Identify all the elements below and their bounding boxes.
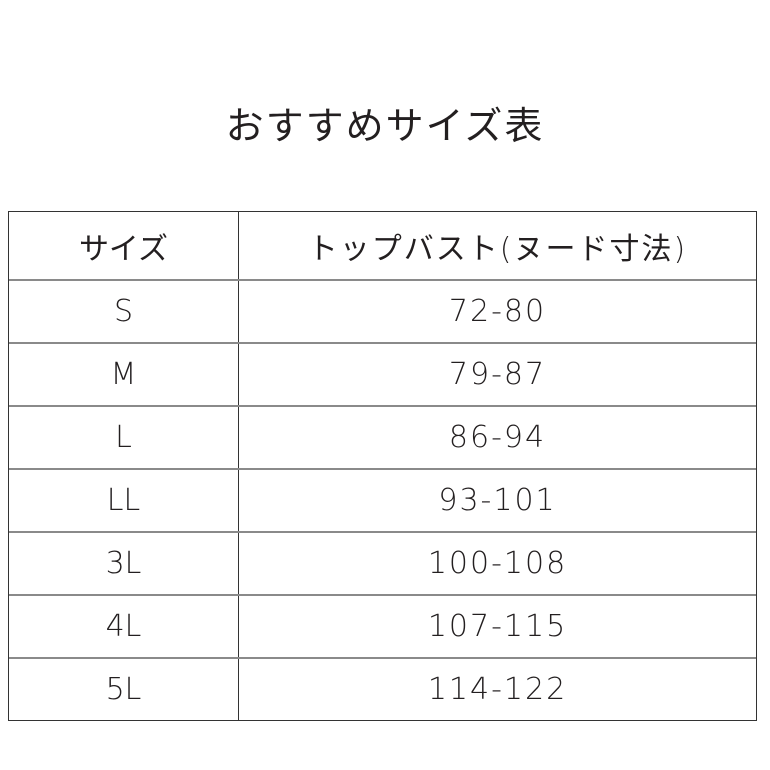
table-row: S 72-80 — [9, 279, 756, 342]
bust-cell: 107-115 — [427, 609, 568, 644]
size-cell: 3L — [9, 533, 239, 594]
bust-cell: 79-87 — [448, 357, 547, 392]
header-top-bust: トップバスト(ヌード寸法) — [307, 231, 688, 267]
size-cell: 5L — [9, 659, 239, 720]
page-title: おすすめサイズ表 — [225, 104, 545, 148]
table-row: L 86-94 — [9, 405, 756, 468]
size-cell: LL — [9, 470, 239, 531]
bust-cell: 72-80 — [448, 294, 547, 329]
table-row: M 79-87 — [9, 342, 756, 405]
table-header: サイズ トップバスト(ヌード寸法) — [9, 212, 756, 279]
table-row: 5L 114-122 — [9, 657, 756, 720]
size-cell: S — [9, 281, 239, 342]
bust-cell: 86-94 — [448, 420, 547, 455]
bust-cell: 100-108 — [427, 546, 568, 581]
table-row: 3L 100-108 — [9, 531, 756, 594]
header-size: サイズ — [9, 212, 239, 279]
size-table: サイズ トップバスト(ヌード寸法) S 72-80 M 79-87 L 86-94 LL 93… — [8, 211, 757, 721]
table-row: LL 93-101 — [9, 468, 756, 531]
bust-cell: 114-122 — [427, 672, 568, 707]
size-cell: 4L — [9, 596, 239, 657]
size-cell: L — [9, 407, 239, 468]
table-row: 4L 107-115 — [9, 594, 756, 657]
size-cell: M — [9, 344, 239, 405]
bust-cell: 93-101 — [438, 483, 557, 518]
